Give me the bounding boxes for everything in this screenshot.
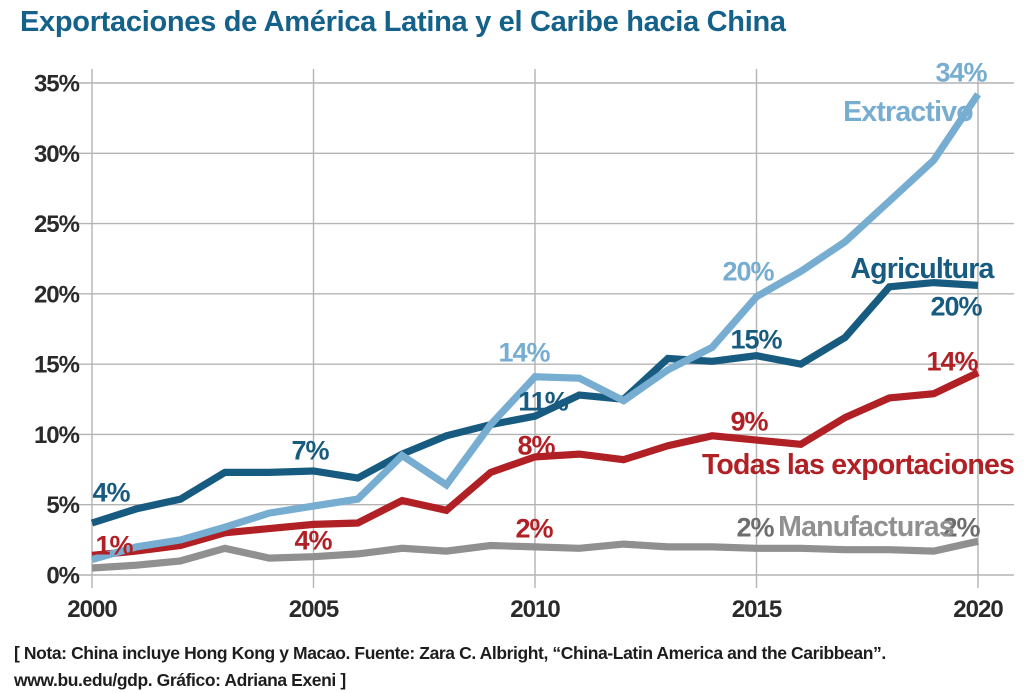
chart-title: Exportaciones de América Latina y el Car…: [20, 6, 786, 38]
data-point-label: 2%: [515, 514, 553, 544]
series-label-agricultura: Agricultura: [850, 253, 995, 285]
source-note-line1: [ Nota: China incluye Hong Kong y Macao.…: [14, 643, 886, 663]
y-axis-tick-label: 25%: [34, 211, 80, 238]
data-point-label: 20%: [930, 292, 982, 322]
x-axis-tick-label: 2010: [510, 596, 560, 623]
y-axis-tick-label: 30%: [34, 141, 80, 168]
source-note: [ Nota: China incluye Hong Kong y Macao.…: [14, 640, 1004, 693]
data-point-label: 2%: [736, 513, 774, 543]
series-line-extractivo: [91, 92, 981, 563]
series-line-manufacturas: [91, 537, 979, 572]
series-label-manufacturas: Manufacturas: [778, 511, 954, 543]
series-line-agricultura: [90, 278, 979, 527]
data-point-label: 9%: [730, 407, 768, 437]
data-point-label: 15%: [730, 325, 782, 355]
data-point-label: 4%: [92, 478, 130, 508]
y-axis-tick-label: 0%: [46, 563, 79, 590]
data-point-label: 14%: [498, 338, 550, 368]
y-axis-tick-label: 35%: [34, 71, 80, 98]
data-point-label: 20%: [722, 257, 774, 287]
series-line-todas-las-exportaciones: [91, 369, 980, 559]
data-point-label: 34%: [935, 58, 987, 88]
x-axis-tick-label: 2020: [953, 596, 1003, 623]
data-point-label: 14%: [926, 347, 978, 377]
data-point-label: 4%: [294, 526, 332, 556]
x-axis-tick-label: 2005: [289, 596, 339, 623]
x-axis-tick-label: 2015: [732, 596, 782, 623]
y-axis-tick-label: 5%: [46, 492, 79, 519]
y-axis-tick-label: 10%: [34, 422, 80, 449]
x-axis-tick-label: 2000: [67, 596, 117, 623]
series-label-extractivo: Extractivo: [843, 96, 973, 128]
data-point-label: 11%: [518, 387, 569, 417]
data-point-label: 1%: [95, 531, 133, 561]
y-axis-tick-label: 15%: [34, 352, 80, 379]
series-label-todas-las-exportaciones: Todas las exportaciones: [702, 449, 1014, 481]
y-axis-tick-label: 20%: [34, 281, 80, 308]
data-point-label: 7%: [291, 436, 329, 466]
source-note-line2: www.bu.edu/gdp. Gráfico: Adriana Exeni ]: [14, 670, 346, 690]
data-point-label: 2%: [942, 513, 980, 543]
data-point-label: 8%: [517, 431, 555, 461]
